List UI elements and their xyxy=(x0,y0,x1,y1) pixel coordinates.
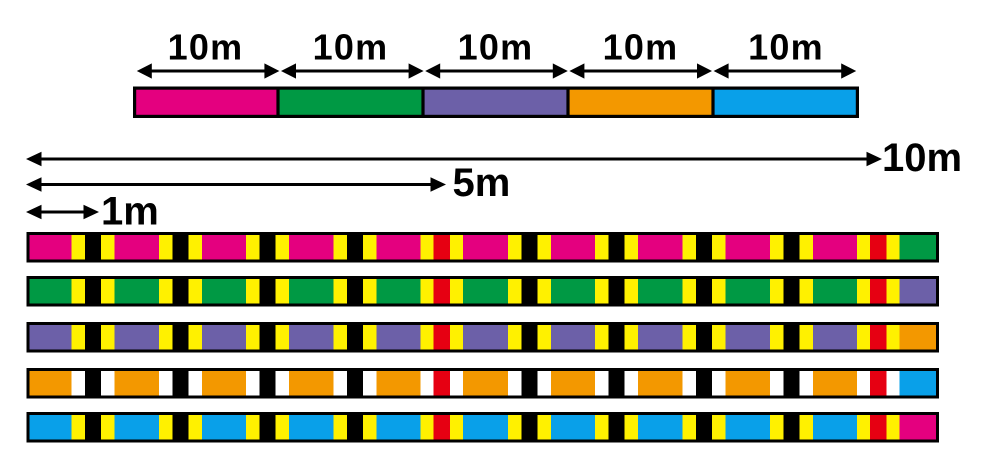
svg-text:10m: 10m xyxy=(603,27,679,68)
svg-text:10m: 10m xyxy=(748,27,824,68)
svg-text:10m: 10m xyxy=(313,27,389,68)
svg-text:10m: 10m xyxy=(458,27,534,68)
svg-text:10m: 10m xyxy=(882,136,962,180)
svg-text:5m: 5m xyxy=(453,161,511,205)
svg-text:1m: 1m xyxy=(101,190,159,234)
svg-text:10m: 10m xyxy=(168,27,244,68)
